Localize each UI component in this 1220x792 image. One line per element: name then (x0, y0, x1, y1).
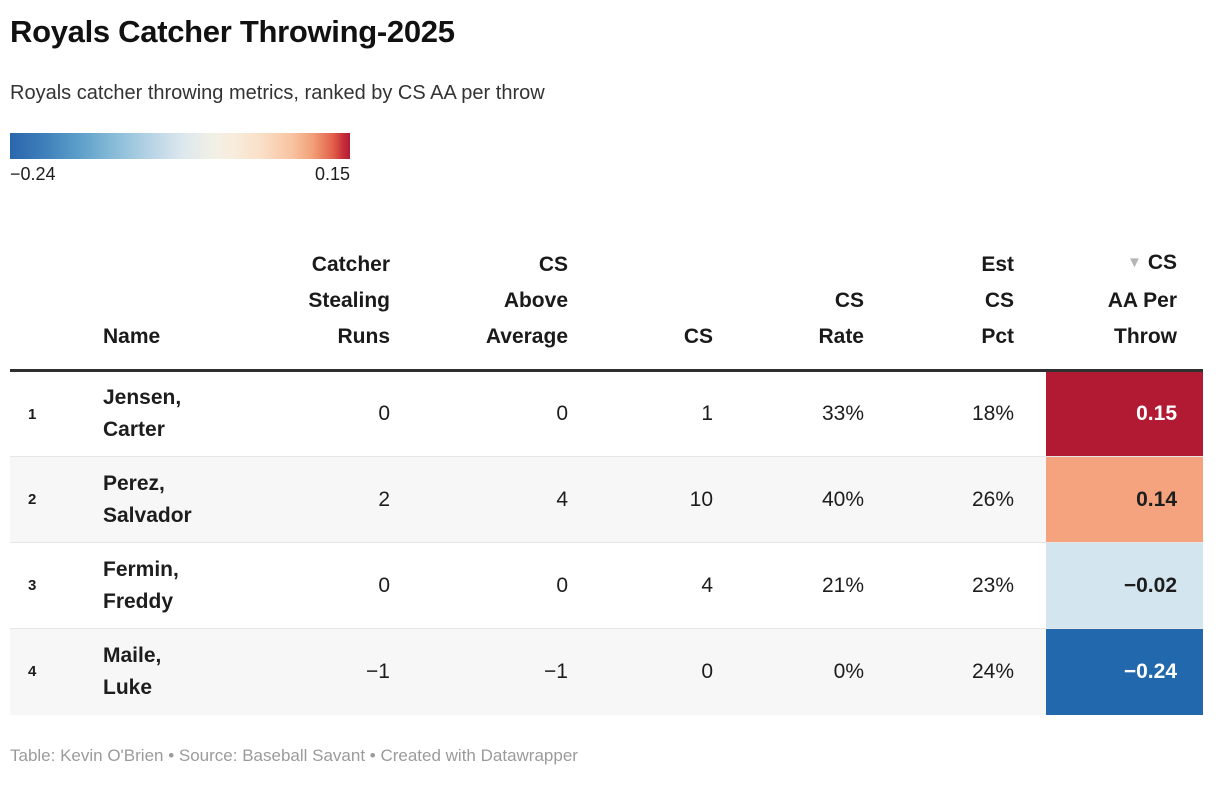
name-line: Perez, (103, 471, 165, 495)
est-cs-pct-cell: 26% (864, 456, 1046, 543)
legend-min-label: −0.24 (10, 164, 56, 184)
header-label: CS (834, 289, 864, 312)
header-label: CS (683, 325, 713, 348)
attribution-footer: Table: Kevin O'Brien • Source: Baseball … (10, 745, 578, 765)
cs-cell: 1 (701, 402, 713, 425)
cs-rate-cell: 40% (713, 456, 864, 543)
rank-cell: 4 (10, 628, 85, 715)
est-cs-pct-cell: 23% (864, 542, 1046, 629)
header-label: Runs (337, 325, 391, 348)
cs-above-average-cell: −1 (390, 628, 568, 715)
column-header-rank (10, 245, 85, 372)
color-scale-legend: −0.24 0.15 (10, 133, 350, 185)
cs-above-average-cell: 0 (556, 402, 568, 425)
sort-desc-icon: ▼ (1126, 254, 1142, 271)
cs-above-average-cell: 0 (390, 542, 568, 629)
catcher-stealing-runs-cell: 0 (378, 402, 390, 425)
name-line: Jensen, (103, 386, 182, 409)
table-header: Name Catcher Stealing Runs CS Above Aver… (10, 245, 1203, 372)
name-cell: Perez, Salvador (85, 456, 260, 543)
name-line: Freddy (103, 589, 174, 613)
name-line: Fermin, (103, 557, 179, 581)
cs-cell: 4 (568, 542, 713, 629)
rank-cell: 3 (10, 542, 85, 629)
catcher-stealing-runs-cell: 0 (260, 542, 390, 629)
column-header-name[interactable]: Name (85, 245, 260, 372)
cs-cell: 10 (568, 456, 713, 543)
page-title: Royals Catcher Throwing-2025 (10, 14, 455, 49)
name-line: Luke (103, 675, 153, 699)
cs-above-average-cell: 4 (390, 456, 568, 543)
table-row: 1 Jensen, Carter 0 0 1 33% 18% 0.15 (10, 370, 1203, 457)
header-label: Catcher (311, 253, 390, 276)
catcher-throwing-table: Name Catcher Stealing Runs CS Above Aver… (10, 245, 1203, 715)
table-row: 4 Maile, Luke −1 −1 0 0% 24% −0.24 (10, 628, 1203, 715)
column-header-catcher-stealing-runs[interactable]: Catcher Stealing Runs (260, 245, 391, 372)
column-header-cs-aa-per-throw[interactable]: ▼ CS AA Per Throw (1046, 245, 1203, 372)
legend-max-label: 0.15 (314, 164, 350, 184)
color-gradient-bar (10, 133, 350, 159)
table-row: 3 Fermin, Freddy 0 0 4 21% 23% −0.02 (10, 542, 1203, 629)
header-label: Est (981, 253, 1014, 276)
cs-aa-per-throw-cell: 0.14 (1046, 456, 1203, 543)
cs-aa-per-throw-cell: 0.15 (1046, 370, 1203, 457)
header-label: CS (1147, 251, 1177, 274)
header-label: CS (984, 289, 1014, 312)
cs-aa-per-throw-cell: −0.24 (1046, 628, 1203, 715)
name-cell: Fermin, Freddy (85, 542, 260, 629)
header-label: Throw (1114, 325, 1177, 348)
rank-cell: 1 (28, 405, 37, 423)
cs-aa-per-throw-cell: −0.02 (1046, 542, 1203, 629)
name-line: Salvador (103, 503, 192, 527)
header-label: CS (538, 253, 568, 276)
table-body: 1 Jensen, Carter 0 0 1 33% 18% 0.15 2 Pe… (10, 370, 1203, 715)
page-subtitle: Royals catcher throwing metrics, ranked … (10, 82, 545, 104)
catcher-stealing-runs-cell: −1 (260, 628, 390, 715)
column-header-cs[interactable]: CS (568, 245, 713, 372)
name-line: Carter (103, 418, 165, 441)
header-label: Average (485, 325, 568, 348)
column-header-est-cs-pct[interactable]: Est CS Pct (864, 245, 1046, 372)
est-cs-pct-cell: 24% (864, 628, 1046, 715)
cs-cell: 0 (568, 628, 713, 715)
header-label: Name (103, 325, 161, 348)
cs-rate-cell: 0% (713, 628, 864, 715)
header-label: Above (503, 289, 568, 312)
name-cell: Jensen, Carter (85, 371, 260, 457)
catcher-stealing-runs-cell: 2 (260, 456, 390, 543)
table-row: 2 Perez, Salvador 2 4 10 40% 26% 0.14 (10, 456, 1203, 543)
name-cell: Maile, Luke (85, 628, 260, 715)
header-label: Rate (818, 325, 864, 348)
cs-rate-cell: 21% (713, 542, 864, 629)
cs-rate-cell: 33% (821, 402, 864, 425)
column-header-cs-above-average[interactable]: CS Above Average (390, 245, 568, 372)
header-label: Stealing (308, 289, 390, 312)
header-label: AA Per (1107, 289, 1177, 312)
rank-cell: 2 (10, 456, 85, 543)
header-label: Pct (981, 325, 1014, 348)
name-line: Maile, (103, 643, 162, 667)
column-header-cs-rate[interactable]: CS Rate (713, 245, 864, 372)
est-cs-pct-cell: 18% (971, 402, 1014, 425)
